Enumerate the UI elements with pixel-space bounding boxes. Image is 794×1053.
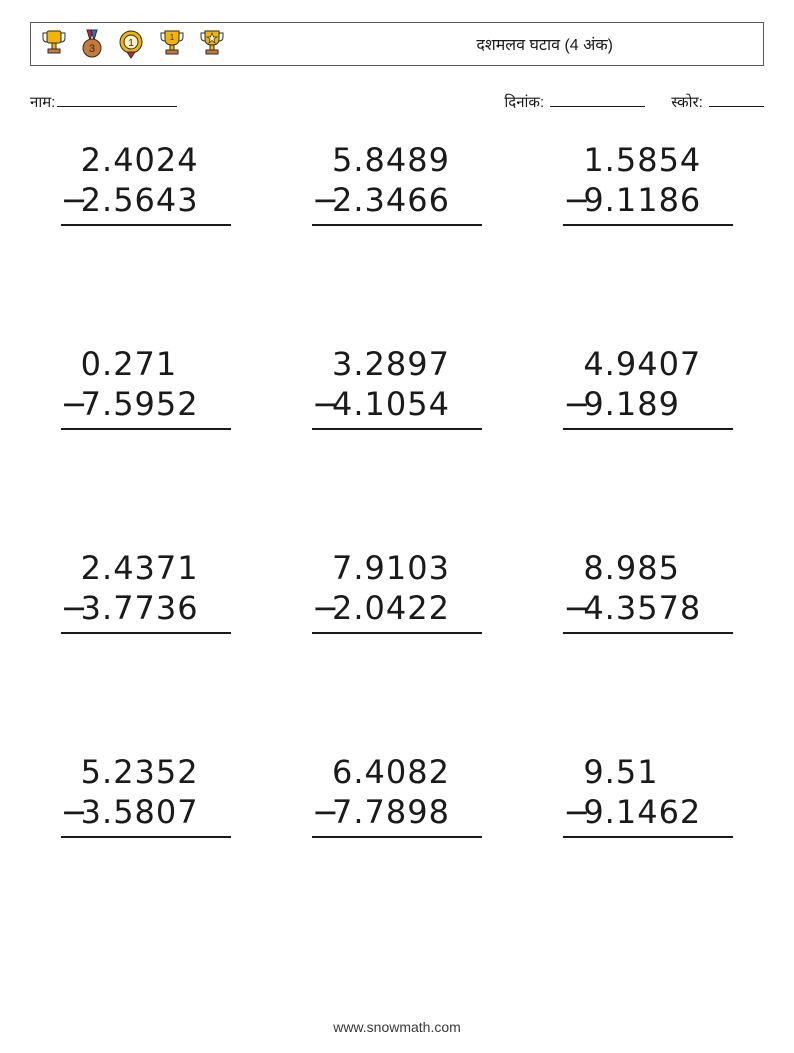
minuend: 8.985 — [583, 548, 733, 588]
score-blank[interactable] — [709, 92, 764, 107]
minuend: 0.271 — [81, 344, 231, 384]
minuend: 5.2352 — [81, 752, 231, 792]
header-icons: 3 1 1 — [41, 29, 225, 59]
subtrahend: 3.5807 — [81, 792, 231, 832]
minuend: 7.9103 — [332, 548, 482, 588]
subtrahend: 9.1186 — [583, 180, 733, 220]
problems-grid: 2.4024−2.5643 5.8489−2.3466 1.5854−9.118… — [55, 140, 739, 868]
answer-line[interactable] — [312, 428, 482, 460]
minuend: 2.4024 — [81, 140, 231, 180]
minus-sign-icon: − — [61, 588, 81, 628]
minus-sign-icon: − — [312, 588, 332, 628]
problem-10: 5.2352−3.5807 — [61, 752, 231, 868]
problem-6: 4.9407−9.189 — [563, 344, 733, 460]
minus-sign-icon: − — [61, 792, 81, 832]
answer-line[interactable] — [61, 836, 231, 868]
answer-line[interactable] — [563, 836, 733, 868]
subtrahend: 2.0422 — [332, 588, 482, 628]
minus-sign-icon: − — [563, 180, 583, 220]
minus-sign-icon: − — [312, 384, 332, 424]
minus-sign-icon: − — [563, 792, 583, 832]
subtrahend: 2.5643 — [81, 180, 231, 220]
minus-sign-icon: − — [563, 384, 583, 424]
answer-line[interactable] — [312, 632, 482, 664]
subtrahend: 4.3578 — [583, 588, 733, 628]
svg-text:1: 1 — [128, 38, 134, 49]
answer-line[interactable] — [312, 836, 482, 868]
problem-9: 8.985−4.3578 — [563, 548, 733, 664]
trophy-cup-1-icon — [41, 29, 67, 59]
meta-score: स्कोर: — [671, 92, 764, 112]
subtrahend: 4.1054 — [332, 384, 482, 424]
minuend: 9.51 — [583, 752, 733, 792]
trophy-cup-2-icon: 1 — [159, 29, 185, 59]
trophy-star-icon — [199, 29, 225, 59]
meta-date: दिनांक: — [504, 92, 645, 112]
problem-1: 2.4024−2.5643 — [61, 140, 231, 256]
medal-3-icon: 3 — [81, 29, 103, 59]
subtrahend: 9.1462 — [583, 792, 733, 832]
medal-1-round-icon: 1 — [117, 29, 145, 59]
answer-line[interactable] — [61, 632, 231, 664]
problem-11: 6.4082−7.7898 — [312, 752, 482, 868]
problem-3: 1.5854−9.1186 — [563, 140, 733, 256]
minus-sign-icon: − — [61, 384, 81, 424]
minuend: 1.5854 — [583, 140, 733, 180]
name-blank[interactable] — [57, 92, 177, 107]
answer-line[interactable] — [563, 632, 733, 664]
minuend: 4.9407 — [583, 344, 733, 384]
subtrahend: 2.3466 — [332, 180, 482, 220]
minus-sign-icon: − — [312, 792, 332, 832]
problem-7: 2.4371−3.7736 — [61, 548, 231, 664]
minuend: 6.4082 — [332, 752, 482, 792]
minus-sign-icon: − — [312, 180, 332, 220]
header: 3 1 1 — [30, 22, 764, 66]
footer-text: www.snowmath.com — [333, 1019, 461, 1035]
footer: www.snowmath.com — [0, 1019, 794, 1035]
answer-line[interactable] — [563, 428, 733, 460]
score-label: स्कोर: — [671, 94, 703, 111]
page-title: दशमलव घटाव (4 अंक) — [476, 33, 753, 55]
svg-text:1: 1 — [170, 33, 175, 42]
subtrahend: 3.7736 — [81, 588, 231, 628]
subtrahend: 7.7898 — [332, 792, 482, 832]
problem-5: 3.2897−4.1054 — [312, 344, 482, 460]
answer-line[interactable] — [563, 224, 733, 256]
subtrahend: 7.5952 — [81, 384, 231, 424]
problem-12: 9.51−9.1462 — [563, 752, 733, 868]
meta-name: नाम: — [30, 92, 177, 112]
problem-8: 7.9103−2.0422 — [312, 548, 482, 664]
svg-text:3: 3 — [89, 43, 95, 55]
answer-line[interactable] — [312, 224, 482, 256]
subtrahend: 9.189 — [583, 384, 733, 424]
date-blank[interactable] — [550, 92, 645, 107]
date-label: दिनांक: — [504, 94, 544, 111]
problem-2: 5.8489−2.3466 — [312, 140, 482, 256]
minuend: 3.2897 — [332, 344, 482, 384]
problem-4: 0.271−7.5952 — [61, 344, 231, 460]
answer-line[interactable] — [61, 224, 231, 256]
meta-row: नाम: दिनांक: स्कोर: — [30, 92, 764, 112]
minus-sign-icon: − — [563, 588, 583, 628]
minus-sign-icon: − — [61, 180, 81, 220]
name-label: नाम: — [30, 92, 55, 112]
minuend: 5.8489 — [332, 140, 482, 180]
minuend: 2.4371 — [81, 548, 231, 588]
answer-line[interactable] — [61, 428, 231, 460]
